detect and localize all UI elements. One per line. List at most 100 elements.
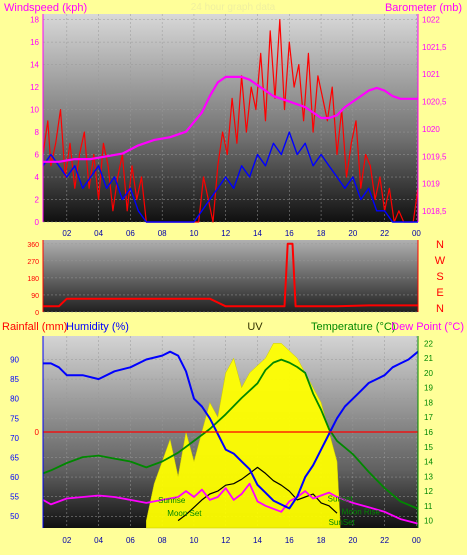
wind-panel-series [42,19,419,223]
wind-y-tick-label: 14 [30,61,39,70]
direction-y-tick-label: 360 [27,242,39,249]
wind-y-tick-label: 8 [35,128,40,137]
temperature-y-tick-label: 16 [424,428,433,437]
rain-x-tick-label: 06 [126,536,135,545]
humidity-y-tick-label: 80 [10,395,19,404]
uv-area [146,343,341,529]
compass-letter: W [435,255,446,267]
humidity-axis-title: Humidity (%) [66,321,129,333]
rain-x-tick-label: 22 [380,536,389,545]
direction-y-tick-label: 90 [31,293,39,300]
temperature-y-tick-label: 22 [424,339,433,348]
humidity-y-tick-label: 85 [10,375,19,384]
barometer-axis-title: Barometer (mb) [385,2,462,14]
uv-axis-title: UV [247,321,263,333]
wind-x-tick-label: 06 [126,229,135,238]
wind-direction-line [43,242,418,308]
humidity-line [43,350,419,510]
rain-x-tick-label: 00 [412,536,421,545]
humidity-y-tick-label: 50 [10,512,19,521]
rain-x-tick-label: 14 [253,536,262,545]
wind-x-tick-label: 18 [317,229,326,238]
rain-x-tick-label: 12 [221,536,230,545]
rain-x-tick-label: 16 [285,536,294,545]
wind-barometer-panel: 02 04 06 08 10 12 14 16 18 20 22 00 024681012141618… [30,14,447,238]
temperature-y-tick-label: 20 [424,369,433,378]
chart-faint-title: 24 hour graph data [191,2,276,13]
rain-x-tick-label: 18 [317,536,326,545]
rain-panel-axes: 50 55 60 65 70 75 80 85 90 10 11 12 13 14 15 16 17 18 19 20… [10,336,433,528]
wind-y-tick-label: 12 [30,83,39,92]
temperature-y-tick-label: 15 [424,443,433,452]
direction-panel-background [43,240,418,312]
wind-x-tick-label: 20 [348,229,357,238]
direction-panel-grid [43,243,418,313]
barometer-line [43,75,418,163]
wind-panel-axes: 0 2 4 6 8 10 12 14 16 18 1018,5 1019 1019,5 1020 1020,… [30,14,447,227]
humidity-y-tick-label: 60 [10,473,19,482]
wind-x-tick-label: 02 [62,229,71,238]
compass-letter: E [436,287,443,299]
temperature-y-tick-label: 21 [424,354,433,363]
rain-humidity-panel: 02 04 06 08 10 12 14 16 18 20 22 00 Sunrise Moon Set… [10,336,433,545]
direction-y-tick-label: 0 [35,310,39,317]
windspeed-axis-title: Windspeed (kph) [4,2,87,14]
temperature-y-tick-label: 10 [424,517,433,526]
barometer-y-tick-label: 1021,5 [422,43,447,52]
event-annotation: Sunrise [158,496,186,505]
barometer-y-tick-label: 1018,5 [422,207,447,216]
temperature-y-tick-label: 12 [424,487,433,496]
event-annotation: Sunset [328,494,354,503]
rain-x-tick-label: 20 [348,536,357,545]
rain-x-tick-label: 02 [62,536,71,545]
compass-letter: N [436,239,444,251]
rain-x-tick-label: 04 [94,536,103,545]
wind-x-tick-label: 10 [190,229,199,238]
wind-y-tick-label: 2 [35,196,40,205]
compass-letter: N [436,303,444,315]
wind-x-tick-label: 08 [158,229,167,238]
dewpoint-line [42,482,419,525]
barometer-y-tick-label: 1019,5 [422,152,447,161]
temperature-y-tick-label: 11 [424,502,433,511]
barometer-y-tick-label: 1019 [422,180,440,189]
rainfall-zero-label: 0 [35,428,40,437]
wind-x-tick-label: 16 [285,229,294,238]
temperature-line [42,358,419,510]
wind-average-line [42,131,418,223]
rain-x-tick-label: 08 [158,536,167,545]
event-annotation: Moon Set [167,509,202,518]
wind-y-tick-label: 6 [35,151,40,160]
temperature-y-tick-label: 19 [424,384,433,393]
barometer-y-tick-label: 1022 [422,15,440,24]
wind-x-tick-label: 12 [221,229,230,238]
wind-y-tick-label: 18 [30,16,39,25]
wind-x-tick-label: 14 [253,229,262,238]
barometer-y-tick-label: 1020 [422,125,440,134]
humidity-y-tick-label: 65 [10,453,19,462]
wind-x-tick-label: 04 [94,229,103,238]
event-annotation: SunSet [329,518,356,527]
humidity-y-tick-label: 75 [10,414,19,423]
wind-x-tick-label: 00 [412,229,421,238]
direction-y-tick-label: 270 [27,259,39,266]
wind-y-tick-label: 16 [30,38,39,47]
wind-x-tick-label: 22 [380,229,389,238]
humidity-y-tick-label: 55 [10,493,19,502]
wind-y-tick-label: 10 [30,106,39,115]
barometer-y-tick-label: 1020,5 [422,98,447,107]
wind-y-tick-label: 4 [35,173,40,182]
temperature-y-tick-label: 14 [424,458,433,467]
barometer-y-tick-label: 1021 [422,70,440,79]
wind-gust-line [42,19,419,223]
rain-x-tick-label: 10 [190,536,199,545]
humidity-y-tick-label: 90 [10,356,19,365]
compass-letter: S [436,271,443,283]
humidity-y-tick-label: 70 [10,434,19,443]
event-annotation: Moon Rise [342,508,381,517]
rainfall-axis-title: Rainfall (mm) [2,321,67,333]
temperature-y-tick-label: 13 [424,472,433,481]
